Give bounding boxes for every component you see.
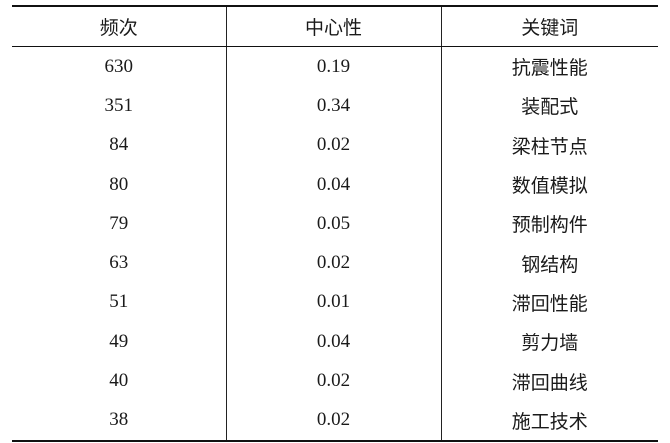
- cell-frequency: 630: [104, 55, 134, 77]
- keyword-table-container: 频次 中心性 关键词 630 0.19 抗震性能 351 0.34 装配式 84…: [12, 5, 658, 442]
- header-centrality: 中心性: [225, 5, 441, 47]
- table-row: 84 0.02 梁柱节点: [12, 125, 658, 165]
- cell-frequency: 40: [109, 370, 129, 392]
- cell-frequency: 84: [109, 134, 129, 156]
- cell-keyword: 预制构件: [440, 204, 658, 244]
- table-row: 79 0.05 预制构件: [12, 204, 658, 244]
- cell-centrality: 0.02: [225, 361, 441, 401]
- cell-centrality: 0.04: [225, 164, 441, 205]
- cell-centrality: 0.34: [225, 86, 441, 126]
- table-row: 80 0.04 数值模拟: [12, 164, 658, 205]
- cell-keyword: 钢结构: [440, 243, 658, 283]
- table-row: 351 0.34 装配式: [12, 86, 658, 126]
- table-row: 63 0.02 钢结构: [12, 243, 658, 283]
- cell-centrality: 0.01: [225, 282, 441, 323]
- cell-keyword: 剪力墙: [440, 322, 658, 362]
- cell-centrality: 0.02: [225, 243, 441, 283]
- cell-keyword: 滞回性能: [440, 282, 658, 323]
- table-row: 49 0.04 剪力墙: [12, 322, 658, 362]
- table-row: 40 0.02 滞回曲线: [12, 361, 658, 401]
- table-body: 630 0.19 抗震性能 351 0.34 装配式 84 0.02 梁柱节点 …: [12, 46, 658, 442]
- cell-keyword: 抗震性能: [440, 46, 658, 87]
- cell-centrality: 0.02: [225, 125, 441, 165]
- keyword-table: 频次 中心性 关键词 630 0.19 抗震性能 351 0.34 装配式 84…: [12, 5, 658, 442]
- table-row: 51 0.01 滞回性能: [12, 282, 658, 323]
- cell-frequency: 38: [12, 400, 226, 442]
- cell-frequency: 63: [109, 252, 129, 274]
- header-keyword: 关键词: [440, 5, 658, 47]
- cell-frequency: 80: [109, 173, 129, 195]
- cell-keyword: 滞回曲线: [440, 361, 658, 401]
- cell-frequency: 49: [109, 330, 129, 352]
- cell-keyword: 施工技术: [440, 400, 658, 442]
- header-frequency: 频次: [12, 5, 226, 47]
- cell-frequency: 79: [109, 212, 129, 234]
- cell-centrality: 0.05: [225, 204, 441, 244]
- table-row: 38 0.02 施工技术: [12, 400, 658, 442]
- cell-frequency: 351: [104, 94, 134, 116]
- cell-centrality: 0.04: [225, 322, 441, 362]
- header-row: 频次 中心性 关键词: [12, 5, 658, 47]
- cell-centrality: 0.19: [225, 46, 441, 87]
- cell-keyword: 梁柱节点: [440, 125, 658, 165]
- table-row: 630 0.19 抗震性能: [12, 46, 658, 87]
- cell-centrality: 0.02: [225, 400, 441, 442]
- cell-keyword: 装配式: [440, 86, 658, 126]
- cell-keyword: 数值模拟: [440, 164, 658, 205]
- table-header: 频次 中心性 关键词: [12, 5, 658, 47]
- cell-frequency: 51: [109, 291, 129, 313]
